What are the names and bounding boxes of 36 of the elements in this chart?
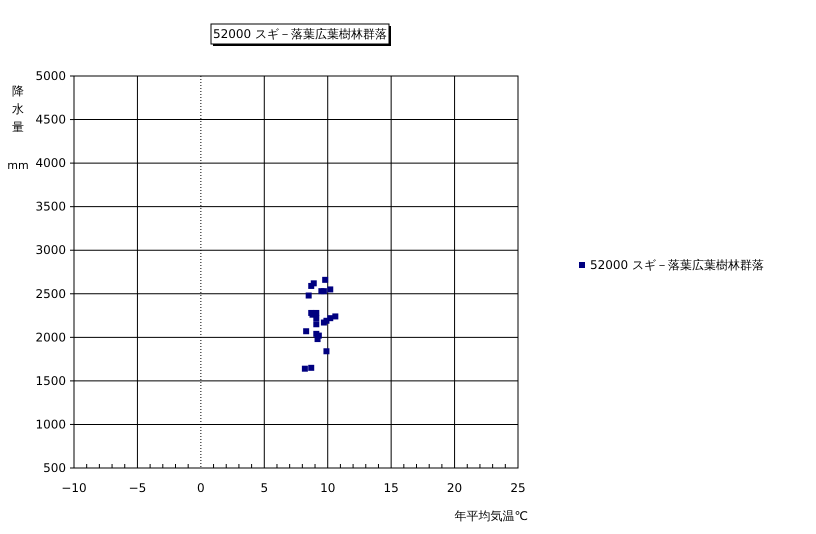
point	[303, 328, 310, 334]
point	[323, 348, 330, 354]
y-tick-label: 2000	[35, 330, 66, 344]
y-tick-label: 4000	[35, 156, 66, 170]
point	[332, 313, 338, 320]
y-tick-label: 4500	[35, 112, 66, 127]
x-tick-label: 25	[510, 481, 526, 495]
y-tick-label: 1000	[35, 417, 66, 432]
y-tick-label: 3500	[35, 200, 66, 214]
point	[313, 315, 320, 322]
point	[314, 336, 321, 342]
y-tick-label: 2500	[35, 286, 66, 301]
y-tick-label: 3000	[35, 243, 66, 258]
point	[308, 282, 314, 289]
legend: 52000 スギ－落葉広葉樹林群落	[579, 258, 764, 272]
point	[327, 286, 334, 292]
x-tick-label: −5	[128, 481, 146, 495]
point	[322, 276, 328, 283]
point	[302, 366, 308, 372]
x-tick-label: 20	[446, 481, 462, 495]
y-tick-label: 500	[43, 461, 66, 475]
x-tick-label: 15	[384, 481, 399, 495]
x-tick-label: 10	[320, 481, 336, 495]
point	[313, 321, 320, 328]
x-tick-label: 5	[260, 481, 268, 495]
point	[306, 292, 312, 299]
x-axis-title: 年平均気温℃	[454, 509, 528, 523]
x-tick-label: 0	[197, 481, 205, 495]
chart-title: 52000 スギ－落葉広葉樹林群落	[213, 27, 387, 41]
y-tick-label: 1500	[35, 374, 66, 388]
point	[320, 288, 327, 294]
text: 降水量 mm	[7, 84, 29, 172]
title: 52000 スギ－落葉広葉樹林群落	[210, 24, 391, 46]
x-tick-label: −10	[61, 481, 87, 495]
point	[308, 364, 314, 371]
y-tick-label: 5000	[35, 69, 66, 83]
